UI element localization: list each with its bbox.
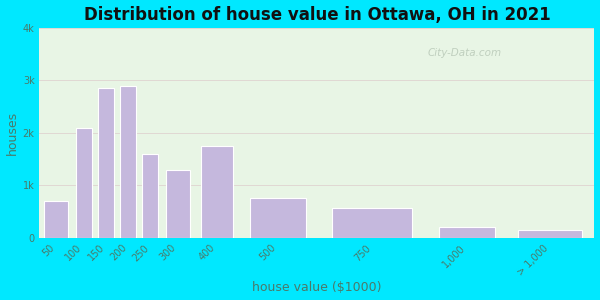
X-axis label: house value ($1000): house value ($1000) bbox=[252, 281, 382, 294]
Bar bbox=[44, 201, 68, 238]
Bar bbox=[332, 208, 412, 238]
Bar bbox=[250, 199, 306, 238]
Bar bbox=[76, 128, 92, 238]
Bar bbox=[120, 85, 136, 238]
Bar bbox=[142, 154, 158, 238]
Bar bbox=[518, 230, 582, 238]
Bar bbox=[98, 88, 114, 238]
Text: City-Data.com: City-Data.com bbox=[428, 48, 502, 58]
Bar bbox=[201, 146, 233, 238]
Bar bbox=[439, 227, 495, 238]
Y-axis label: houses: houses bbox=[5, 111, 19, 155]
Title: Distribution of house value in Ottawa, OH in 2021: Distribution of house value in Ottawa, O… bbox=[83, 6, 550, 24]
Bar bbox=[166, 169, 190, 238]
